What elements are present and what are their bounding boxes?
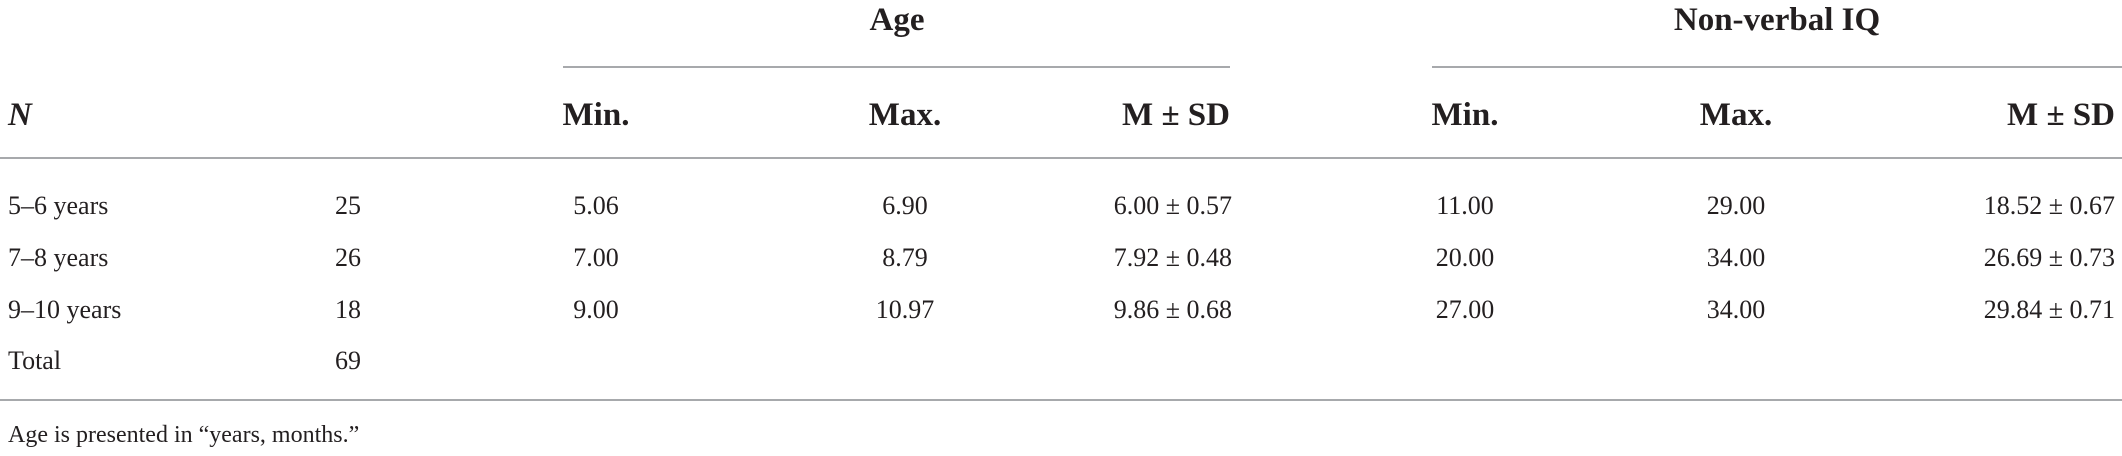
row-iq-msd: 18.52 ± 0.67 bbox=[1983, 191, 2115, 220]
row-n: 69 bbox=[335, 346, 361, 375]
row-age-min: 9.00 bbox=[573, 295, 619, 324]
row-age-max: 8.79 bbox=[882, 243, 928, 272]
n-column-header: N bbox=[8, 97, 32, 133]
row-age-min: 5.06 bbox=[573, 191, 619, 220]
row-iq-max: 29.00 bbox=[1706, 191, 1766, 220]
col-header-age-min: Min. bbox=[562, 97, 630, 133]
col-header-iq-min: Min. bbox=[1431, 97, 1499, 133]
group-header-nonverbal-iq: Non-verbal IQ bbox=[1673, 2, 1881, 38]
row-group-label: 5–6 years bbox=[8, 191, 109, 220]
col-header-age-msd: M ± SD bbox=[1122, 97, 1230, 133]
row-group-label: 7–8 years bbox=[8, 243, 109, 272]
row-iq-min: 11.00 bbox=[1436, 191, 1494, 220]
row-n: 26 bbox=[335, 243, 361, 272]
table-bottom-rule bbox=[0, 399, 2122, 401]
header-bottom-rule bbox=[0, 157, 2122, 159]
row-n: 25 bbox=[335, 191, 361, 220]
row-age-min: 7.00 bbox=[573, 243, 619, 272]
row-iq-min: 20.00 bbox=[1435, 243, 1495, 272]
table-footnote: Age is presented in “years, months.” bbox=[8, 422, 360, 448]
row-age-max: 6.90 bbox=[882, 191, 928, 220]
row-age-msd: 6.00 ± 0.57 bbox=[1113, 191, 1232, 220]
col-header-iq-max: Max. bbox=[1699, 97, 1773, 133]
row-iq-msd: 29.84 ± 0.71 bbox=[1983, 295, 2115, 324]
age-group-underline bbox=[563, 66, 1230, 68]
row-age-msd: 7.92 ± 0.48 bbox=[1113, 243, 1232, 272]
row-iq-max: 34.00 bbox=[1706, 295, 1766, 324]
col-header-iq-msd: M ± SD bbox=[2007, 97, 2115, 133]
row-age-msd: 9.86 ± 0.68 bbox=[1113, 295, 1232, 324]
row-group-label: 9–10 years bbox=[8, 295, 122, 324]
row-group-label: Total bbox=[8, 346, 62, 375]
iq-group-underline bbox=[1432, 66, 2122, 68]
col-header-age-max: Max. bbox=[868, 97, 942, 133]
row-n: 18 bbox=[335, 295, 361, 324]
row-iq-min: 27.00 bbox=[1435, 295, 1495, 324]
row-age-max: 10.97 bbox=[875, 295, 935, 324]
row-iq-max: 34.00 bbox=[1706, 243, 1766, 272]
row-iq-msd: 26.69 ± 0.73 bbox=[1983, 243, 2115, 272]
group-header-age: Age bbox=[869, 2, 925, 38]
